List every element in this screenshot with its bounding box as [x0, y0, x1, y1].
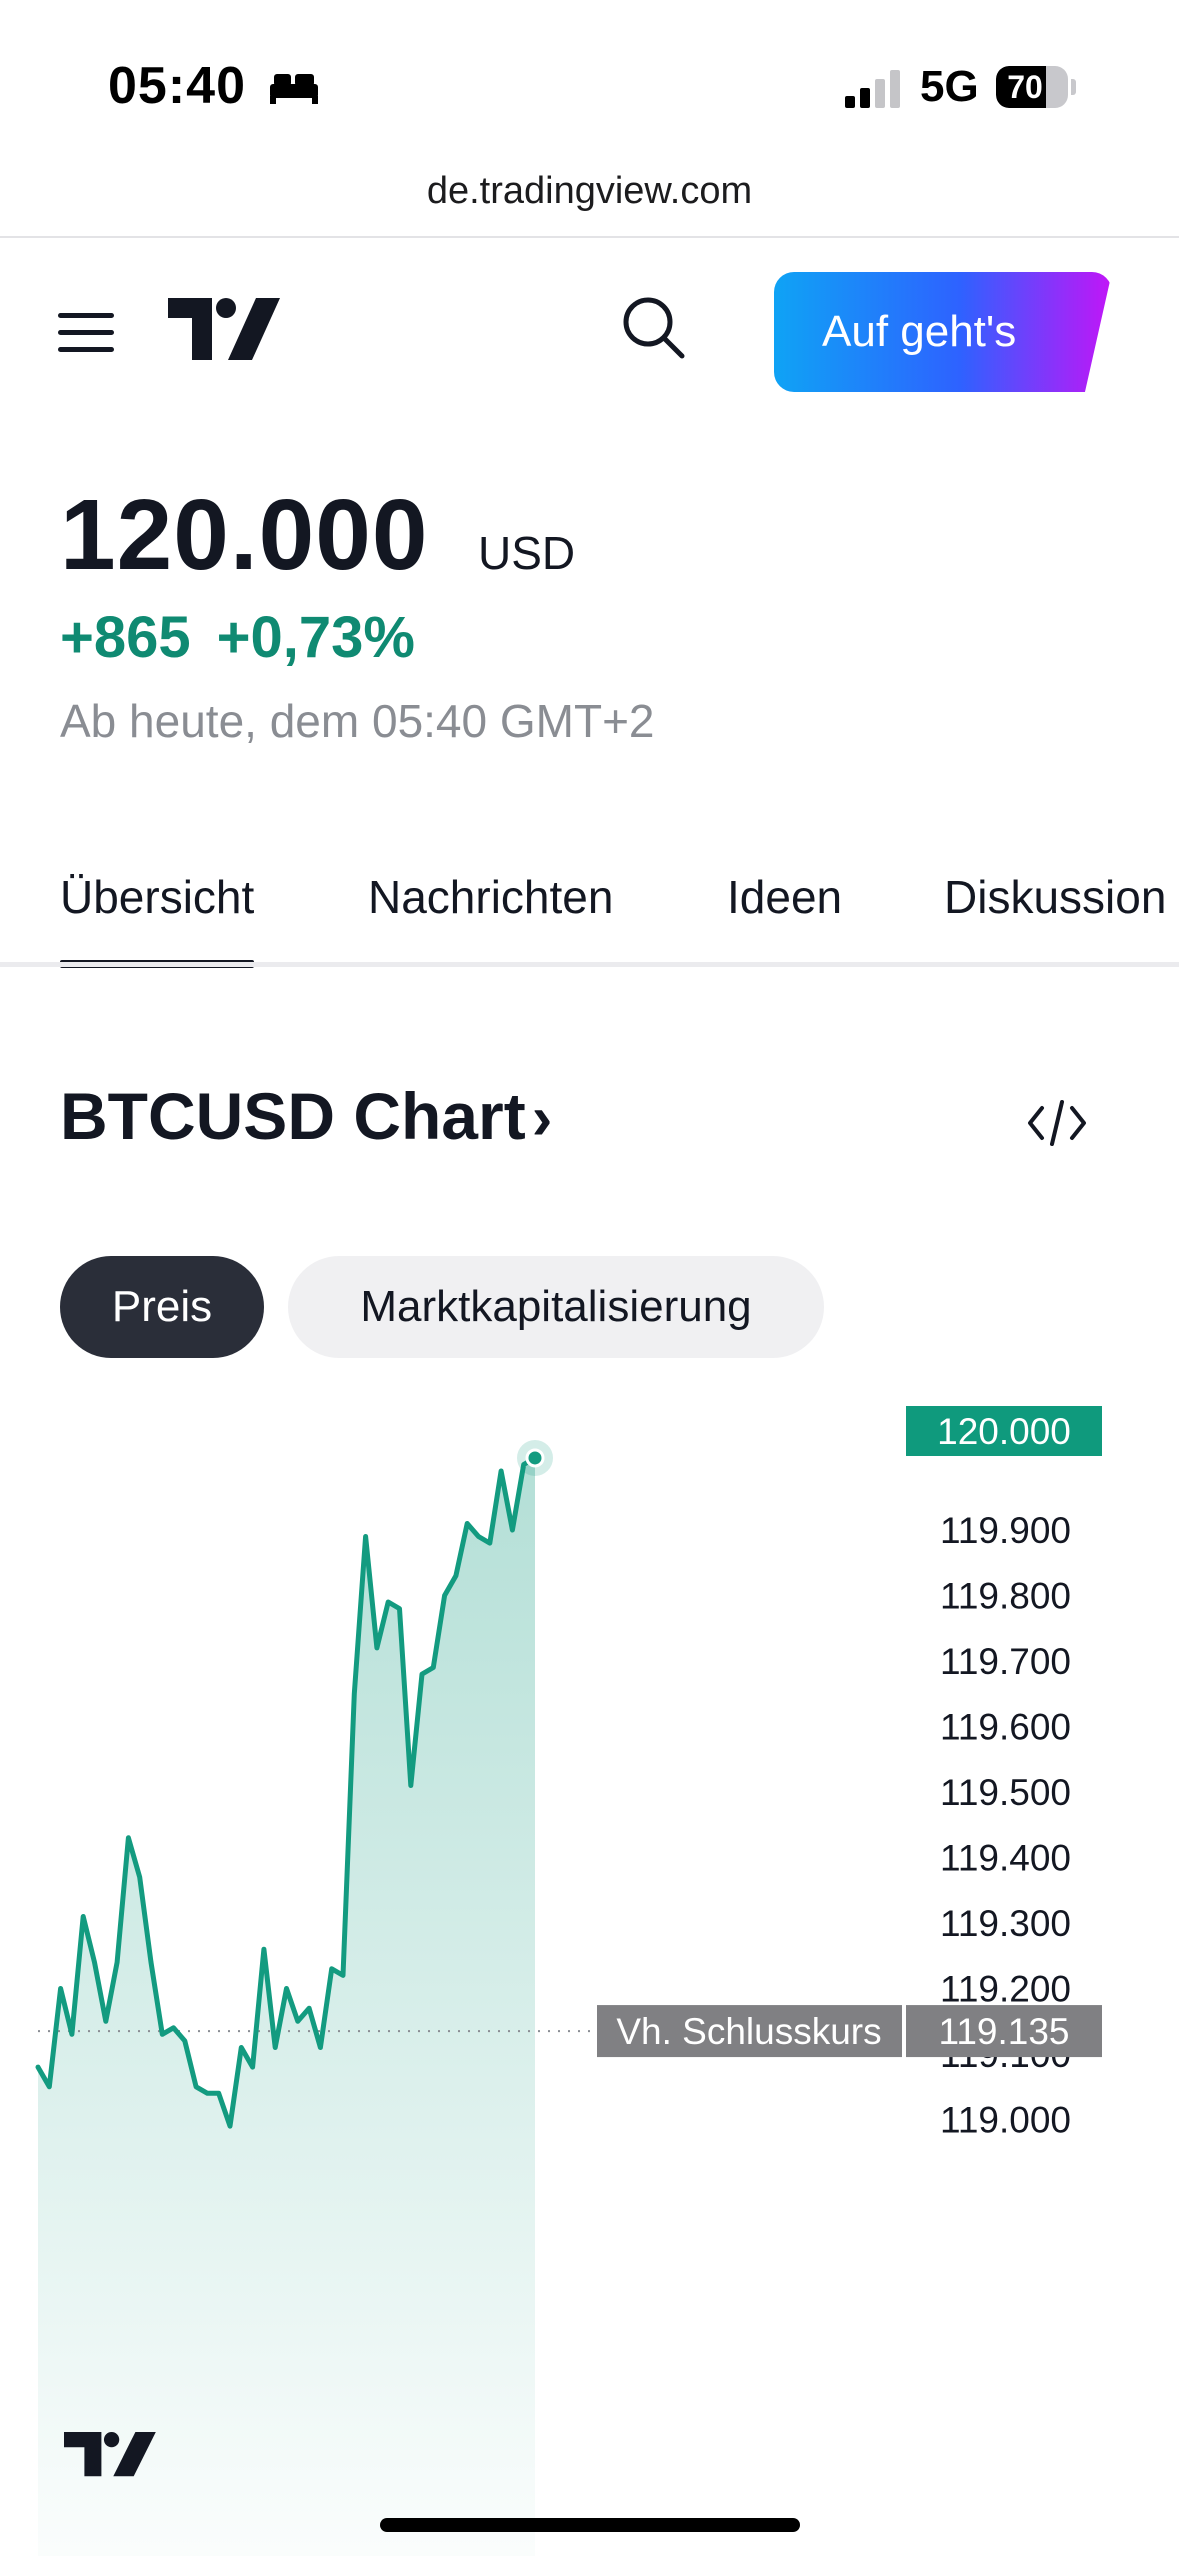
tab-discussion[interactable]: Diskussion: [944, 871, 1167, 923]
browser-url[interactable]: de.tradingview.com: [426, 170, 753, 212]
price-line-series: [35, 1455, 538, 2129]
last-point-marker: [525, 1448, 545, 1468]
home-indicator[interactable]: [380, 2518, 800, 2532]
section-tabs: Übersicht Nachrichten Ideen Diskussion: [0, 870, 1179, 970]
chart-area-fill: [38, 1458, 535, 2556]
pill-price[interactable]: Preis: [60, 1256, 264, 1358]
search-icon[interactable]: [618, 292, 688, 362]
tab-news[interactable]: Nachrichten: [368, 871, 614, 923]
status-bar: 05:40 5G 70 de.tradingview.com: [0, 0, 1179, 238]
price-value: 120.000: [60, 479, 429, 591]
prev-close-caption-bg: [597, 2005, 902, 2058]
chevron-right-icon: ›: [531, 1084, 553, 1153]
tab-ideas[interactable]: Ideen: [727, 871, 843, 923]
y-axis-tick-label: 119.500: [940, 1772, 1071, 1813]
last-price-label-bg: [906, 1406, 1102, 1456]
bed-icon: [270, 74, 318, 104]
price-chart[interactable]: 119.900 119.800 119.700 119.600 119.500 119.4…: [0, 1380, 1179, 2556]
status-time: 05:40: [108, 57, 246, 115]
last-price-label: 120.000: [937, 1411, 1071, 1452]
prev-close-value-bg: [906, 2005, 1102, 2058]
price-change-percent: +0,73%: [216, 605, 415, 670]
prev-close-value: 119.135: [939, 2011, 1070, 2052]
y-axis-tick-label: 119.400: [940, 1838, 1071, 1879]
url-divider: [0, 236, 1179, 238]
y-axis-tick-label: 119.800: [940, 1576, 1071, 1617]
tradingview-logo[interactable]: [168, 298, 280, 360]
price-change-absolute: +865: [60, 605, 191, 670]
embed-code-icon[interactable]: [1026, 1092, 1088, 1154]
y-axis-tick-label: 119.700: [940, 1641, 1071, 1682]
price-block: 120.000: [60, 478, 428, 593]
chart-watermark-logo: [64, 2432, 156, 2477]
y-axis-tick-label: 119.600: [940, 1707, 1071, 1748]
y-axis-tick-label: 119.900: [940, 1510, 1071, 1551]
price-timestamp: Ab heute, dem 05:40 GMT+2: [60, 695, 655, 747]
cellular-signal-icon: [845, 70, 900, 108]
y-axis-tick-label: 119.000: [940, 2100, 1071, 2141]
chart-title-link[interactable]: BTCUSD Chart›: [60, 1078, 552, 1154]
pill-market-cap[interactable]: Marktkapitalisierung: [288, 1256, 824, 1358]
get-started-button[interactable]: Auf geht's: [774, 272, 1112, 392]
chart-title: BTCUSD Chart: [60, 1079, 526, 1153]
price-currency: USD: [478, 527, 576, 579]
battery-fill: [996, 66, 1047, 108]
price-change: +865 +0,73%: [60, 604, 415, 671]
tab-overview[interactable]: Übersicht: [60, 870, 255, 968]
y-axis-tick-label: 119.300: [940, 1903, 1071, 1944]
battery-percent: 70: [1007, 69, 1043, 105]
battery-icon: 70: [996, 66, 1076, 108]
tabs-divider: [0, 962, 1179, 967]
network-type: 5G: [920, 62, 979, 111]
prev-close-caption: Vh. Schlusskurs: [616, 2011, 881, 2052]
menu-icon[interactable]: [58, 312, 116, 354]
y-axis-tick-label: 119.200: [940, 1969, 1071, 2010]
